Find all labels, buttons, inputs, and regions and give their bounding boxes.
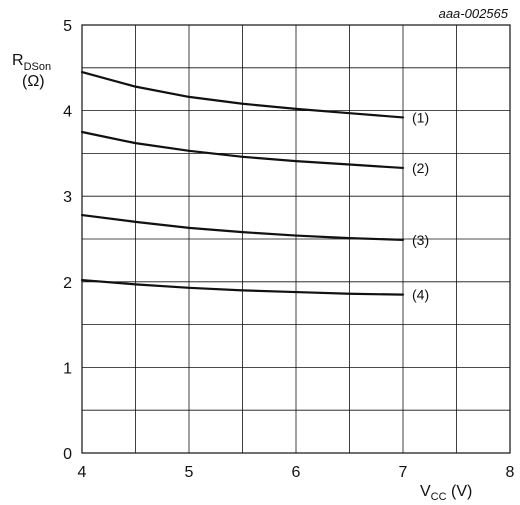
y-tick-label: 2: [63, 275, 72, 292]
y-axis-title: RDSon: [12, 52, 51, 73]
x-tick-label: 7: [399, 464, 408, 481]
y-axis-title-main: R: [12, 52, 24, 69]
x-axis-title: VCC (V): [420, 483, 472, 503]
y-tick-label: 0: [63, 446, 72, 463]
series-label-4: (4): [412, 287, 429, 303]
x-axis-title-unit: (V): [447, 483, 473, 500]
x-axis-title-main: V: [420, 483, 431, 500]
figure-code: aaa-002565: [439, 6, 509, 21]
series-line-2: [80, 130, 405, 170]
series-line-4: [80, 278, 405, 296]
x-tick-label: 6: [292, 464, 301, 481]
x-tick-label: 5: [185, 464, 194, 481]
plot-frame: [81, 24, 511, 454]
y-tick-label: 4: [63, 104, 72, 121]
x-axis-title-sub: CC: [431, 491, 447, 503]
series-line-1: [80, 70, 405, 119]
x-tick-label: 8: [506, 464, 515, 481]
series-line-3: [80, 213, 405, 241]
series-label-3: (3): [412, 232, 429, 248]
series-group: (1) (2) (3) (4): [80, 70, 429, 303]
tick-labels: 4 5 6 7 8 0 1 2 3 4 5: [63, 18, 514, 481]
series-label-2: (2): [412, 160, 429, 176]
y-tick-label: 1: [63, 360, 72, 377]
y-axis-unit: (Ω): [22, 73, 45, 90]
y-tick-label: 3: [63, 189, 72, 206]
y-tick-label: 5: [63, 18, 72, 35]
series-label-1: (1): [412, 109, 429, 125]
y-axis-title-sub: DSon: [24, 61, 52, 73]
x-tick-label: 4: [78, 464, 87, 481]
